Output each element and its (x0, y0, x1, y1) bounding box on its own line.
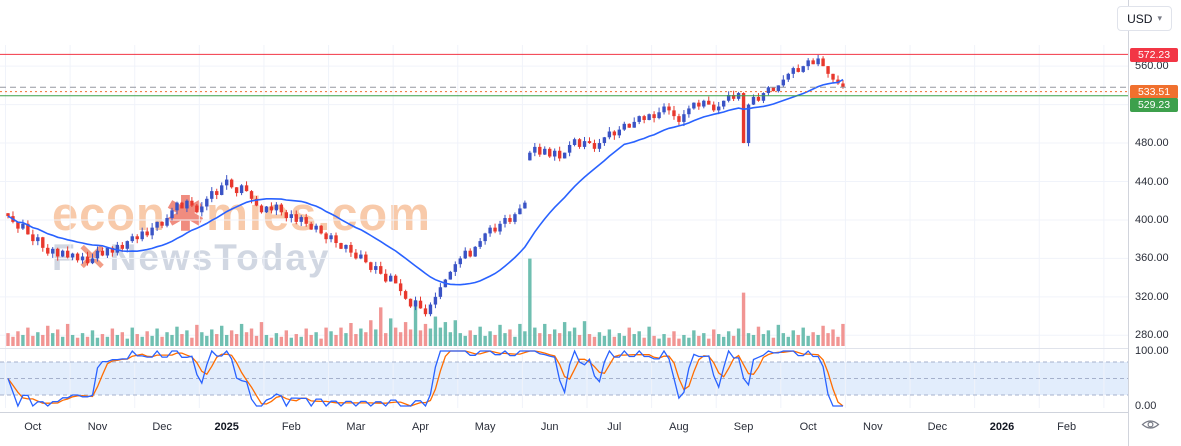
time-tick-label: Feb (1057, 421, 1077, 433)
price-level-badge: 572.23 (1130, 47, 1178, 62)
price-tick-label: 280.00 (1135, 329, 1169, 342)
oscillator-tick-label: 0.00 (1135, 400, 1157, 412)
currency-dropdown[interactable]: USD ▾ (1117, 6, 1172, 31)
price-tick-label: 400.00 (1135, 213, 1169, 226)
time-tick-label: Dec (152, 421, 172, 433)
price-tick-label: 440.00 (1135, 175, 1169, 188)
price-tick-label: 480.00 (1135, 137, 1169, 150)
time-tick-label: Dec (927, 421, 948, 433)
time-tick-label: Mar (346, 421, 366, 433)
time-tick-label: 2025 (214, 421, 239, 433)
time-tick-label: Oct (24, 421, 42, 433)
time-tick-label: 2026 (989, 421, 1015, 433)
chart-canvas[interactable] (0, 0, 1128, 412)
price-tick-label: 320.00 (1135, 290, 1169, 303)
price-level-badge: 529.23 (1130, 98, 1178, 113)
time-tick-label: Nov (87, 421, 108, 433)
price-level-badge: 533.51 (1130, 85, 1178, 100)
time-tick-label: Jul (607, 421, 622, 433)
chevron-down-icon: ▾ (1157, 13, 1162, 23)
time-tick-label: Apr (411, 421, 430, 433)
price-tick-label: 560.00 (1135, 60, 1169, 73)
time-tick-label: May (474, 421, 496, 433)
time-tick-label: Feb (281, 421, 301, 433)
price-tick-label: 360.00 (1135, 252, 1169, 265)
time-tick-label: Jun (540, 421, 559, 433)
time-tick-label: Aug (669, 421, 689, 433)
time-tick-label: Sep (733, 421, 754, 433)
currency-label: USD (1127, 11, 1153, 26)
eye-icon[interactable] (1141, 417, 1160, 437)
time-axis[interactable]: Oct Nov Dec 2025 Feb Mar Apr May Jun Jul Aug Sep Oct… (0, 412, 1128, 446)
oscillator-tick-label: 100.00 (1135, 345, 1169, 357)
time-tick-label: Nov (863, 421, 883, 433)
price-axis[interactable]: 560.00 480.00 440.00 400.00 360.00 320.00 280.… (1128, 0, 1181, 446)
time-tick-label: Oct (799, 421, 817, 433)
